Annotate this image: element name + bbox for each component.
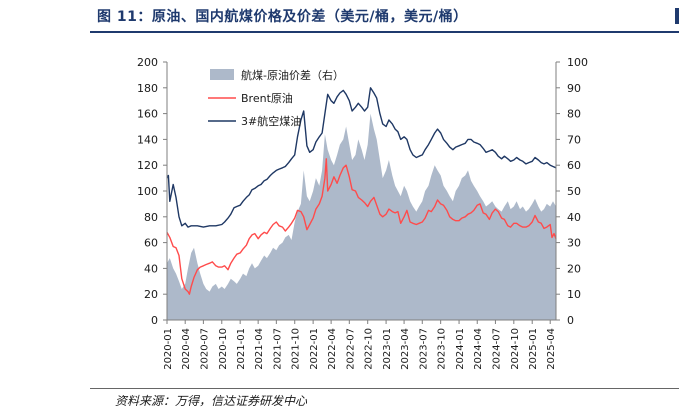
x-tick-label: 2020-01 [163, 328, 174, 370]
y-right-tick-label: 80 [567, 108, 581, 121]
x-tick-label: 2021-04 [254, 328, 265, 370]
y-left-tick-label: 80 [144, 211, 158, 224]
spread-area-layer [167, 113, 556, 320]
legend-swatch-spread [210, 69, 234, 80]
legend-label: 航煤-原油价差（右） [241, 68, 344, 82]
series-area-spread [167, 113, 556, 320]
x-tick-label: 2020-04 [181, 328, 192, 370]
legend: 航煤-原油价差（右） Brent原油 3#航空煤油 [208, 68, 344, 128]
y-left-tick-label: 140 [137, 133, 158, 146]
y-left-tick-label: 60 [144, 237, 158, 250]
y-left-tick-label: 160 [137, 108, 158, 121]
line-layer [166, 87, 557, 295]
x-tick-label: 2022-04 [327, 328, 338, 370]
y-left-tick-label: 20 [144, 288, 158, 301]
y-left-tick-label: 100 [137, 185, 158, 198]
series-line-brent [166, 158, 557, 295]
y-left-tick-label: 40 [144, 262, 158, 275]
y-right-tick-label: 0 [567, 314, 574, 327]
x-tick-label: 2025-04 [546, 328, 557, 370]
y-right-tick-label: 90 [567, 82, 581, 95]
x-tick-label: 2022-01 [309, 328, 320, 370]
x-tick-label: 2023-04 [400, 328, 411, 370]
y-right-tick-label: 40 [567, 211, 581, 224]
x-tick-label: 2024-01 [455, 328, 466, 370]
bottom-divider [90, 388, 679, 389]
chart: 0 20 40 60 80 100 120 140 160 180 200 0 10 20 30 40 50 60… [137, 56, 588, 370]
y-left-tick-label: 0 [151, 314, 158, 327]
x-tick-label: 2020-07 [199, 328, 210, 370]
x-tick-label: 2024-10 [510, 328, 521, 370]
x-tick-label: 2023-10 [437, 328, 448, 370]
x-tick-label: 2022-10 [364, 328, 375, 370]
x-tick-label: 2024-04 [473, 328, 484, 370]
x-tick-label: 2024-07 [491, 328, 502, 370]
axis-layer: 0 20 40 60 80 100 120 140 160 180 200 0 10 20 30 40 50 60… [137, 56, 588, 370]
x-tick-label: 2025-01 [528, 328, 539, 370]
y-right-tick-label: 20 [567, 262, 581, 275]
x-tick-label: 2021-01 [236, 328, 247, 370]
y-left-tick-label: 200 [137, 56, 158, 69]
source-note: 资料来源：万得，信达证券研发中心 [115, 394, 308, 408]
series-line-jet-fuel [166, 87, 557, 228]
y-left-tick-label: 180 [137, 82, 158, 95]
x-tick-label: 2020-10 [218, 328, 229, 370]
title-divider [90, 31, 679, 33]
x-tick-label: 2021-07 [272, 328, 283, 370]
y-left-tick-label: 120 [137, 159, 158, 172]
y-right-tick-label: 30 [567, 237, 581, 250]
x-tick-label: 2022-07 [345, 328, 356, 370]
y-right-tick-label: 50 [567, 185, 581, 198]
chart-title: 图 11：原油、国内航煤价格及价差（美元/桶，美元/桶） [97, 9, 468, 25]
legend-label: Brent原油 [241, 91, 293, 105]
y-right-tick-label: 70 [567, 133, 581, 146]
x-tick-label: 2023-01 [382, 328, 393, 370]
y-right-tick-label: 10 [567, 288, 581, 301]
legend-label: 3#航空煤油 [241, 114, 301, 128]
corner-mark [675, 8, 679, 24]
y-right-tick-label: 60 [567, 159, 581, 172]
y-right-tick-label: 100 [567, 56, 588, 69]
x-tick-label: 2021-10 [291, 328, 302, 370]
x-tick-label: 2023-07 [418, 328, 429, 370]
